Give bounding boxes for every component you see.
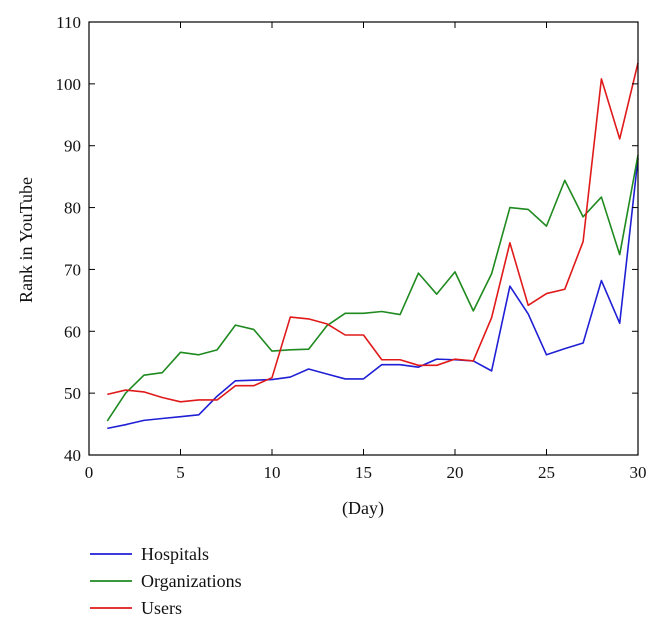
y-tick-label: 100 — [56, 75, 82, 94]
x-axis-ticks: 0 5 10 15 20 25 30 — [85, 22, 647, 482]
y-tick-label: 80 — [64, 199, 81, 218]
plot-frame — [88, 21, 639, 456]
y-tick-label: 60 — [64, 322, 81, 341]
series-line-organizations — [106, 154, 639, 422]
y-tick-label: 90 — [64, 137, 81, 156]
series-line-users — [107, 62, 639, 403]
series-layer — [106, 62, 639, 430]
y-tick-label: 70 — [64, 260, 81, 279]
x-tick-label: 25 — [538, 463, 555, 482]
y-tick-label: 110 — [56, 13, 81, 32]
legend: Hospitals Organizations Users — [90, 544, 242, 618]
x-axis-label: (Day) — [342, 498, 384, 519]
y-tick-label: 40 — [64, 446, 81, 465]
x-tick-label: 15 — [355, 463, 372, 482]
legend-label-organizations: Organizations — [141, 571, 242, 591]
x-tick-label: 0 — [85, 463, 94, 482]
y-axis-label: Rank in YouTube — [16, 177, 36, 303]
legend-label-users: Users — [141, 598, 182, 618]
legend-label-hospitals: Hospitals — [141, 544, 209, 564]
series-line-hospitals — [107, 158, 639, 430]
y-tick-label: 50 — [64, 384, 81, 403]
x-tick-label: 30 — [630, 463, 647, 482]
y-axis-ticks: 40 50 60 70 80 90 100 110 — [56, 13, 638, 465]
x-tick-label: 10 — [264, 463, 281, 482]
x-tick-label: 20 — [447, 463, 464, 482]
x-tick-label: 5 — [176, 463, 185, 482]
